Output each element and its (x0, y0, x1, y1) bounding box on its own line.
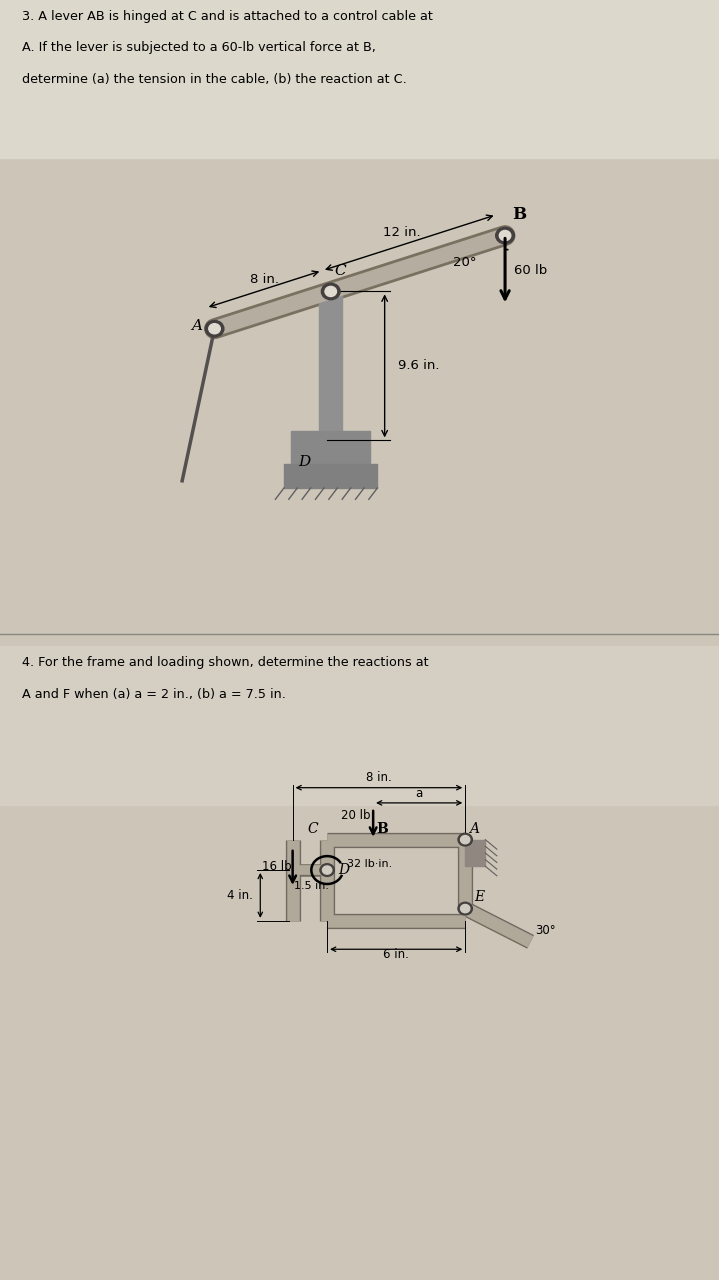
Bar (0, 646, 719, 805)
Text: C: C (308, 823, 319, 837)
Text: 30°: 30° (535, 924, 556, 937)
Text: 16 lb: 16 lb (262, 860, 292, 873)
Circle shape (321, 283, 340, 300)
Text: 9.6 in.: 9.6 in. (398, 360, 439, 372)
Circle shape (458, 902, 472, 915)
Text: D: D (338, 863, 349, 877)
Circle shape (323, 867, 332, 874)
Text: determine (a) the tension in the cable, (b) the reaction at C.: determine (a) the tension in the cable, … (22, 73, 406, 86)
Text: 8 in.: 8 in. (366, 772, 392, 785)
Text: a: a (416, 787, 423, 800)
Text: C: C (334, 264, 346, 278)
Text: 1.5 in.: 1.5 in. (294, 882, 329, 891)
Text: 6 in.: 6 in. (383, 948, 409, 961)
Bar (319, 292, 342, 440)
Bar (284, 463, 377, 488)
Text: A: A (191, 319, 203, 333)
Text: D: D (298, 454, 311, 468)
Circle shape (499, 230, 510, 241)
Circle shape (209, 324, 220, 334)
Text: 20°: 20° (453, 256, 477, 269)
Text: 12 in.: 12 in. (383, 227, 421, 239)
Text: A: A (469, 823, 479, 837)
Text: 32 lb·in.: 32 lb·in. (347, 859, 393, 869)
Text: 60 lb: 60 lb (513, 264, 547, 276)
Text: B: B (512, 206, 526, 223)
Text: 4. For the frame and loading shown, determine the reactions at: 4. For the frame and loading shown, dete… (22, 655, 429, 669)
Circle shape (458, 833, 472, 846)
Circle shape (325, 287, 336, 297)
Text: 20 lb: 20 lb (341, 809, 370, 822)
Circle shape (320, 864, 334, 877)
Text: B: B (376, 823, 388, 837)
Circle shape (495, 228, 514, 243)
Text: A and F when (a) a = 2 in., (b) a = 7.5 in.: A and F when (a) a = 2 in., (b) a = 7.5 … (22, 687, 285, 700)
Bar (465, 840, 485, 867)
Circle shape (461, 905, 470, 913)
Bar (291, 431, 370, 466)
Text: E: E (474, 890, 484, 904)
Circle shape (461, 836, 470, 844)
Text: 3. A lever AB is hinged at C and is attached to a control cable at: 3. A lever AB is hinged at C and is atta… (22, 9, 432, 23)
Text: 8 in.: 8 in. (249, 273, 278, 285)
Circle shape (205, 320, 224, 337)
Text: 4 in.: 4 in. (227, 888, 253, 902)
Bar (0, 0, 719, 159)
Text: A. If the lever is subjected to a 60-lb vertical force at B,: A. If the lever is subjected to a 60-lb … (22, 41, 375, 54)
